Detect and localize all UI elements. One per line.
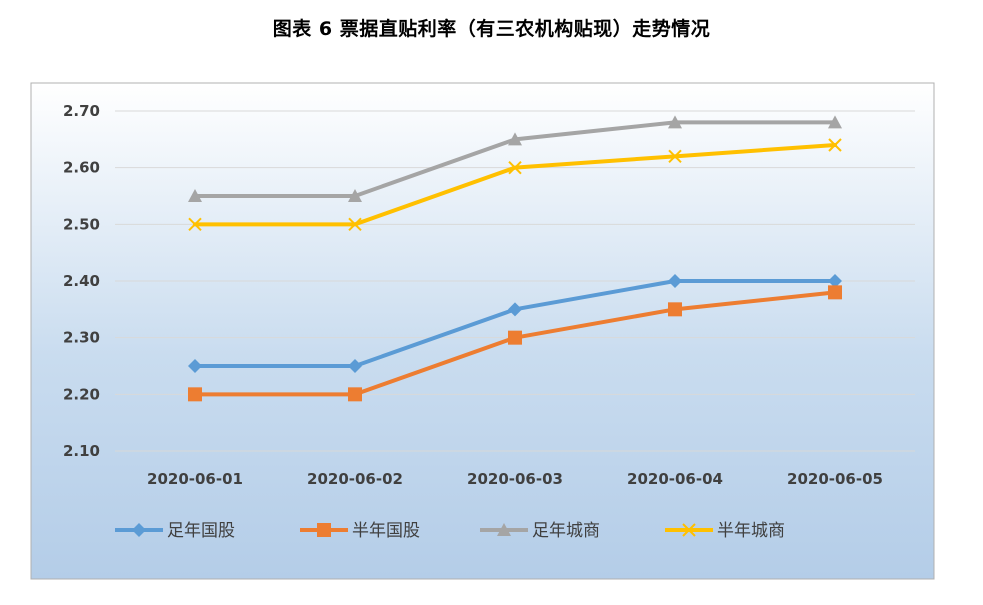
data-point — [668, 115, 682, 129]
data-point — [668, 149, 682, 164]
y-tick-label: 2.70 — [63, 102, 100, 120]
data-point — [508, 330, 522, 345]
y-tick-label: 2.60 — [63, 159, 100, 177]
y-tick-label: 2.50 — [63, 215, 100, 233]
legend-label: 足年国股 — [167, 521, 235, 541]
x-tick-label: 2020-06-01 — [147, 470, 243, 488]
legend-marker — [497, 523, 511, 536]
x-tick-label: 2020-06-02 — [307, 470, 403, 488]
legend-marker — [317, 523, 331, 537]
series-3 — [188, 115, 842, 202]
x-tick-label: 2020-06-03 — [467, 470, 563, 488]
data-point — [828, 115, 842, 129]
legend-item: 半年国股 — [300, 521, 420, 541]
x-tick-label: 2020-06-04 — [627, 470, 723, 488]
data-point — [188, 217, 202, 232]
data-point — [508, 160, 522, 175]
data-point — [828, 274, 842, 288]
legend-label: 半年国股 — [352, 521, 420, 541]
legend-marker — [682, 523, 696, 537]
data-point — [668, 302, 682, 317]
data-point — [348, 387, 362, 402]
y-tick-label: 2.40 — [63, 272, 100, 290]
series-layer — [188, 115, 842, 402]
legend-item: 足年城商 — [480, 521, 600, 541]
data-point — [188, 189, 202, 202]
y-axis-ticks: 2.10 2.20 2.30 2.40 2.50 2.60 2.70 — [63, 102, 100, 460]
series-2 — [188, 285, 842, 402]
data-point — [188, 359, 202, 373]
chart-title: 图表 6 票据直贴利率（有三农机构贴现）走势情况 — [272, 18, 711, 40]
legend-item: 半年城商 — [665, 521, 785, 541]
y-tick-label: 2.10 — [63, 442, 100, 460]
data-point — [828, 285, 842, 300]
y-tick-label: 2.20 — [63, 385, 100, 403]
data-point — [348, 359, 362, 373]
legend-label: 半年城商 — [717, 521, 785, 541]
x-tick-label: 2020-06-05 — [787, 470, 883, 488]
legend: 足年国股 半年国股 足年城商 半年城商 — [115, 521, 785, 541]
series-4 — [188, 138, 842, 232]
data-point — [348, 217, 362, 232]
legend-marker — [132, 523, 146, 537]
x-axis-ticks: 2020-06-01 2020-06-02 2020-06-03 2020-06-04… — [147, 470, 883, 488]
legend-item: 足年国股 — [115, 521, 235, 541]
data-point — [188, 387, 202, 402]
chart-area — [30, 82, 935, 580]
data-point — [508, 132, 522, 146]
legend-label: 足年城商 — [532, 521, 600, 541]
data-point — [508, 302, 522, 317]
data-point — [348, 189, 362, 202]
series-1 — [188, 274, 842, 373]
data-point — [668, 274, 682, 288]
y-tick-label: 2.30 — [63, 329, 100, 347]
data-point — [828, 138, 842, 152]
